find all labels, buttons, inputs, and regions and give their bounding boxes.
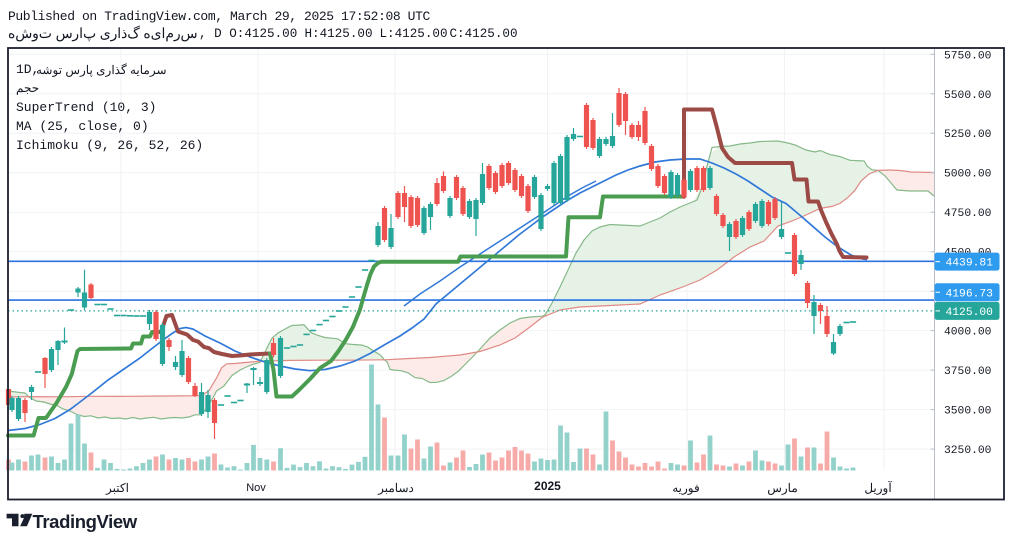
- svg-text:4000.00: 4000.00: [944, 327, 992, 339]
- svg-text:5500.00: 5500.00: [944, 90, 992, 102]
- svg-text:5750.00: 5750.00: [944, 50, 992, 62]
- svg-text:5250.00: 5250.00: [944, 129, 992, 141]
- svg-text:5000.00: 5000.00: [944, 169, 992, 181]
- svg-text:3750.00: 3750.00: [944, 366, 992, 378]
- svg-text:4750.00: 4750.00: [944, 208, 992, 220]
- svg-text:3500.00: 3500.00: [944, 406, 992, 418]
- svg-text:4125.00: 4125.00: [946, 307, 994, 319]
- svg-text:3250.00: 3250.00: [944, 445, 992, 457]
- svg-text:4196.73: 4196.73: [946, 288, 994, 300]
- svg-text:4439.81: 4439.81: [946, 258, 994, 270]
